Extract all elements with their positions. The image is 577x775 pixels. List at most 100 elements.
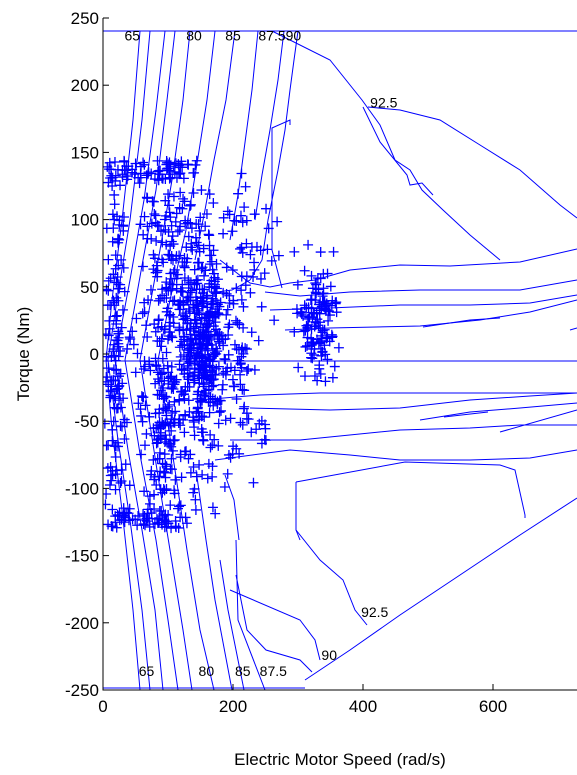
operating-point — [151, 235, 162, 246]
operating-point — [166, 453, 177, 464]
operating-point — [207, 461, 218, 472]
operating-point — [164, 440, 175, 451]
contour-label: 87.5 — [260, 663, 287, 679]
operating-point — [179, 427, 190, 438]
operating-point — [185, 218, 196, 229]
operating-point — [169, 396, 180, 407]
operating-point — [146, 218, 157, 229]
operating-point — [153, 295, 164, 306]
operating-point — [155, 226, 166, 237]
operating-point — [198, 390, 209, 401]
operating-point — [214, 395, 225, 406]
operating-point — [289, 326, 300, 337]
operating-point — [194, 284, 205, 295]
operating-point — [150, 378, 161, 389]
operating-point — [119, 517, 130, 528]
operating-point — [216, 405, 227, 416]
operating-point — [163, 331, 174, 342]
operating-point — [220, 415, 231, 426]
operating-point — [154, 404, 165, 415]
operating-point — [202, 473, 213, 484]
operating-point — [201, 360, 212, 371]
operating-point — [299, 371, 310, 382]
operating-point — [151, 361, 162, 372]
operating-point — [236, 294, 247, 305]
operating-point — [235, 210, 246, 221]
operating-point — [160, 403, 171, 414]
operating-point — [167, 231, 178, 242]
operating-point — [188, 167, 199, 178]
operating-point — [246, 327, 257, 338]
contour-label: 92.5 — [370, 95, 397, 111]
operating-point — [139, 306, 150, 317]
operating-point — [238, 322, 249, 333]
operating-point — [240, 181, 251, 192]
operating-point — [169, 485, 180, 496]
operating-point — [220, 333, 231, 344]
operating-point — [103, 363, 114, 374]
operating-point — [103, 254, 114, 265]
operating-point — [236, 271, 247, 282]
operating-point — [235, 379, 246, 390]
operating-point — [118, 262, 129, 273]
operating-point — [116, 322, 127, 333]
operating-point — [166, 220, 177, 231]
operating-point — [183, 159, 194, 170]
operating-point — [305, 295, 316, 306]
operating-point — [142, 331, 153, 342]
operating-point — [192, 297, 203, 308]
operating-point — [133, 398, 144, 409]
operating-point — [109, 199, 120, 210]
operating-point — [174, 501, 185, 512]
operating-point — [157, 290, 168, 301]
operating-point — [319, 324, 330, 335]
operating-point — [168, 191, 179, 202]
operating-point — [109, 339, 120, 350]
operating-point — [180, 311, 191, 322]
operating-point — [199, 362, 210, 373]
operating-point — [166, 441, 177, 452]
operating-point — [190, 353, 201, 364]
operating-point — [172, 226, 183, 237]
operating-point — [163, 226, 174, 237]
contour-line — [199, 392, 577, 401]
contour-line — [114, 30, 166, 361]
operating-point — [152, 389, 163, 400]
operating-point — [135, 168, 146, 179]
contour-line — [295, 461, 526, 518]
operating-point — [203, 326, 214, 337]
operating-point — [239, 202, 250, 213]
operating-point — [136, 410, 147, 421]
operating-point — [105, 386, 116, 397]
operating-point — [327, 331, 338, 342]
operating-point — [105, 470, 116, 481]
operating-point — [233, 344, 244, 355]
operating-point — [105, 164, 116, 175]
operating-point — [188, 323, 199, 334]
operating-point — [155, 369, 166, 380]
contour-label: 87.590 — [258, 27, 301, 43]
operating-point — [191, 351, 202, 362]
operating-point — [103, 372, 112, 383]
contour-line — [105, 359, 141, 690]
operating-point — [110, 452, 121, 463]
operating-point — [256, 438, 267, 449]
operating-point — [210, 508, 221, 519]
operating-point — [191, 471, 202, 482]
operating-point — [213, 418, 224, 429]
operating-point — [201, 209, 212, 220]
operating-point — [109, 297, 120, 308]
operating-point — [317, 346, 328, 357]
operating-point — [149, 519, 160, 530]
operating-point — [231, 394, 242, 405]
operating-point — [139, 159, 150, 170]
operating-point — [185, 449, 196, 460]
operating-point — [169, 434, 180, 445]
operating-point — [165, 268, 176, 279]
operating-point — [141, 170, 152, 181]
operating-point — [184, 306, 195, 317]
operating-point — [201, 291, 212, 302]
operating-point — [178, 389, 189, 400]
operating-point — [118, 393, 129, 404]
operating-point — [145, 284, 156, 295]
